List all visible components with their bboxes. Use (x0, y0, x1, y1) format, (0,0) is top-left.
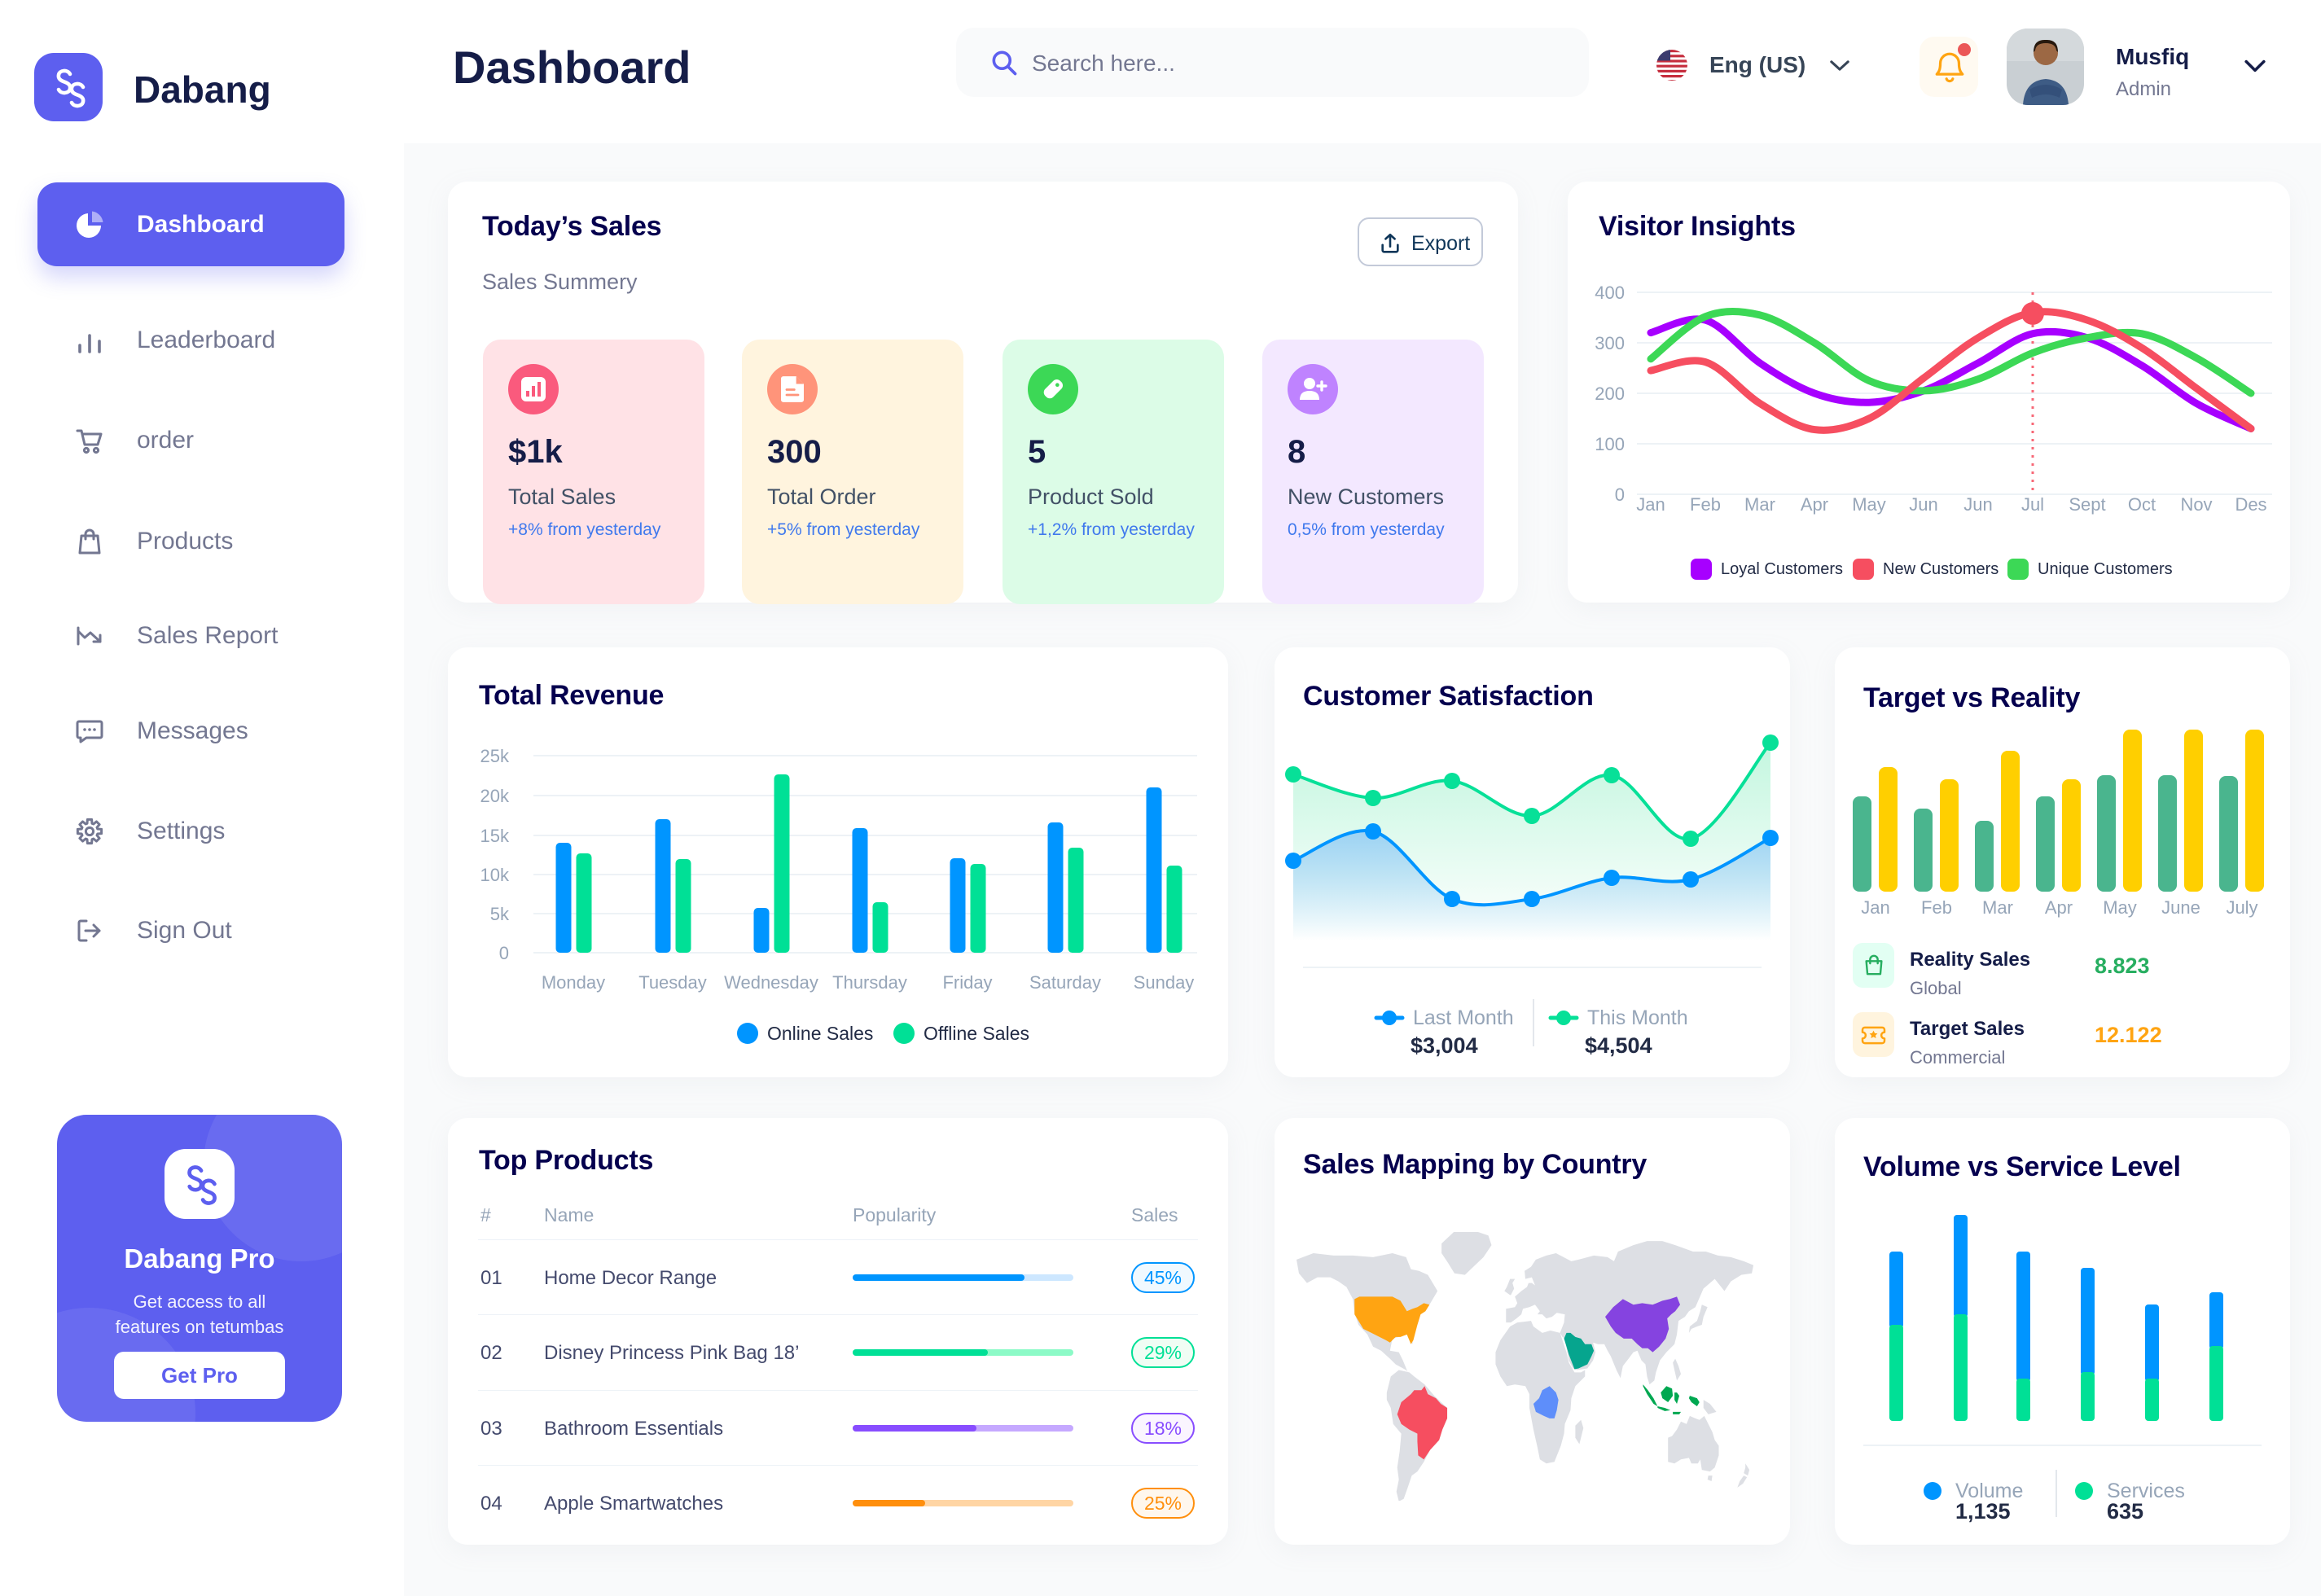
svg-text:Offline Sales: Offline Sales (924, 1023, 1029, 1044)
svg-text:Friday: Friday (942, 972, 992, 993)
svg-text:Jun: Jun (1963, 494, 1992, 515)
svg-text:200: 200 (1595, 384, 1625, 404)
svg-text:$4,504: $4,504 (1585, 1033, 1652, 1058)
svg-text:May: May (1852, 494, 1886, 515)
svg-text:$3,004: $3,004 (1411, 1033, 1478, 1058)
svg-text:Thursday: Thursday (832, 972, 907, 993)
svg-text:Des: Des (2235, 494, 2266, 515)
svg-text:Loyal Customers: Loyal Customers (1721, 560, 1843, 578)
svg-text:1,135: 1,135 (1955, 1499, 2011, 1524)
svg-text:Last Month: Last Month (1413, 1006, 1514, 1029)
svg-text:Sept: Sept (2069, 494, 2105, 515)
svg-text:20k: 20k (480, 786, 510, 806)
svg-text:Oct: Oct (2128, 494, 2156, 515)
svg-text:Jul: Jul (2021, 494, 2044, 515)
svg-text:10k: 10k (480, 865, 510, 885)
svg-text:400: 400 (1595, 283, 1625, 303)
svg-text:Apr: Apr (1801, 494, 1828, 515)
svg-text:Volume: Volume (1955, 1480, 2023, 1502)
svg-text:June: June (2161, 897, 2200, 918)
svg-text:Jan: Jan (1636, 494, 1665, 515)
svg-text:Feb: Feb (1921, 897, 1952, 918)
svg-text:Monday: Monday (542, 972, 605, 993)
svg-text:Saturday: Saturday (1029, 972, 1101, 993)
svg-text:Feb: Feb (1690, 494, 1721, 515)
svg-text:New Customers: New Customers (1883, 560, 1999, 578)
svg-text:635: 635 (2107, 1499, 2143, 1524)
svg-text:Wednesday: Wednesday (724, 972, 818, 993)
svg-text:Services: Services (2107, 1480, 2185, 1502)
svg-text:300: 300 (1595, 333, 1625, 353)
svg-text:Unique Customers: Unique Customers (2038, 560, 2173, 578)
svg-text:25k: 25k (480, 746, 510, 766)
svg-text:Apr: Apr (2045, 897, 2073, 918)
svg-text:Nov: Nov (2180, 494, 2212, 515)
svg-text:Tuesday: Tuesday (638, 972, 707, 993)
svg-text:This Month: This Month (1587, 1006, 1688, 1029)
svg-text:July: July (2226, 897, 2257, 918)
svg-text:100: 100 (1595, 434, 1625, 454)
svg-text:15k: 15k (480, 826, 510, 846)
svg-text:Jan: Jan (1861, 897, 1889, 918)
svg-text:Mar: Mar (1982, 897, 2013, 918)
svg-text:0: 0 (1615, 484, 1625, 505)
svg-text:Sunday: Sunday (1134, 972, 1195, 993)
svg-text:0: 0 (499, 943, 509, 963)
svg-text:May: May (2103, 897, 2137, 918)
svg-text:Jun: Jun (1909, 494, 1937, 515)
svg-text:Mar: Mar (1744, 494, 1775, 515)
svg-text:5k: 5k (490, 904, 510, 924)
svg-text:Online Sales: Online Sales (767, 1023, 873, 1044)
